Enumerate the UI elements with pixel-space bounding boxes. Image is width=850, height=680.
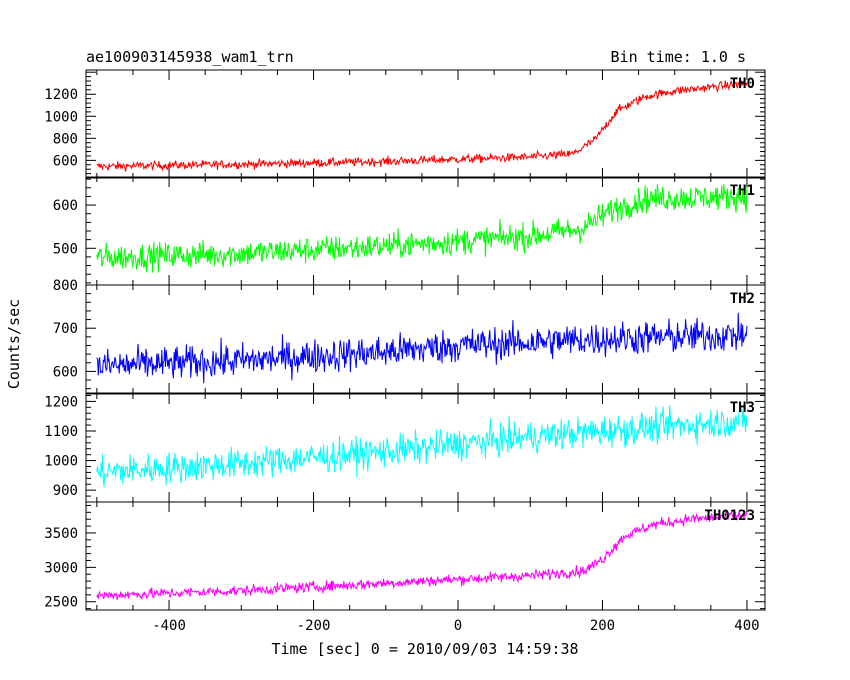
- panels-group: 600 800 1000 1200 TH0 500 600 TH1 600 700 800 TH2 90…: [44, 69, 766, 611]
- panel-label: TH0: [730, 76, 755, 92]
- y-tick-label: 1200: [44, 394, 78, 410]
- x-tick-label: 200: [590, 618, 615, 634]
- y-tick-label: 600: [53, 198, 78, 214]
- chart-subtitle: Bin time: 1.0 s: [611, 48, 746, 66]
- panel-th2: 600 700 800 TH2: [53, 278, 766, 394]
- panel-label: TH3: [730, 400, 755, 416]
- y-tick-label: 800: [53, 278, 78, 294]
- y-tick-label: 3000: [44, 560, 78, 576]
- panel-th0: 600 800 1000 1200 TH0: [44, 69, 766, 179]
- y-tick-label: 600: [53, 364, 78, 380]
- y-tick-label: 1100: [44, 424, 78, 440]
- y-tick-label: 2500: [44, 595, 78, 611]
- chart-title: ae100903145938_wam1_trn: [86, 48, 294, 66]
- panel-th3: 900 1000 1100 1200 TH3: [44, 393, 766, 503]
- x-axis-ticks: -400 -200 0 200 400: [152, 618, 759, 634]
- y-tick-label: 900: [53, 483, 78, 499]
- series-line-th3: [96, 405, 748, 487]
- panel-th0123: 2500 3000 3500 TH0123: [44, 501, 766, 611]
- panel-frame: [85, 501, 766, 611]
- panel-frame: [85, 69, 766, 179]
- series-line-th0: [96, 80, 748, 172]
- x-tick-label: -200: [297, 618, 331, 634]
- y-tick-label: 3500: [44, 526, 78, 542]
- panel-frame: [85, 284, 766, 394]
- y-tick-label: 1000: [44, 454, 78, 470]
- y-tick-label: 700: [53, 321, 78, 337]
- panel-label: TH2: [730, 291, 755, 307]
- panel-label: TH1: [730, 183, 755, 199]
- y-tick-label: 1200: [44, 87, 78, 103]
- panel-th1: 500 600 TH1: [53, 176, 766, 286]
- panel-label: TH0123: [704, 508, 755, 524]
- series-line-th1: [96, 184, 748, 273]
- y-tick-label: 1000: [44, 109, 78, 125]
- x-tick-label: 0: [454, 618, 462, 634]
- x-tick-label: -400: [152, 618, 186, 634]
- y-axis-label: Counts/sec: [5, 299, 23, 389]
- series-line-th0123: [96, 509, 748, 601]
- x-axis-label: Time [sec] 0 = 2010/09/03 14:59:38: [271, 640, 578, 658]
- y-tick-label: 500: [53, 241, 78, 257]
- x-tick-label: 400: [734, 618, 759, 634]
- y-tick-label: 600: [53, 153, 78, 169]
- series-line-th2: [96, 312, 748, 384]
- y-tick-label: 800: [53, 131, 78, 147]
